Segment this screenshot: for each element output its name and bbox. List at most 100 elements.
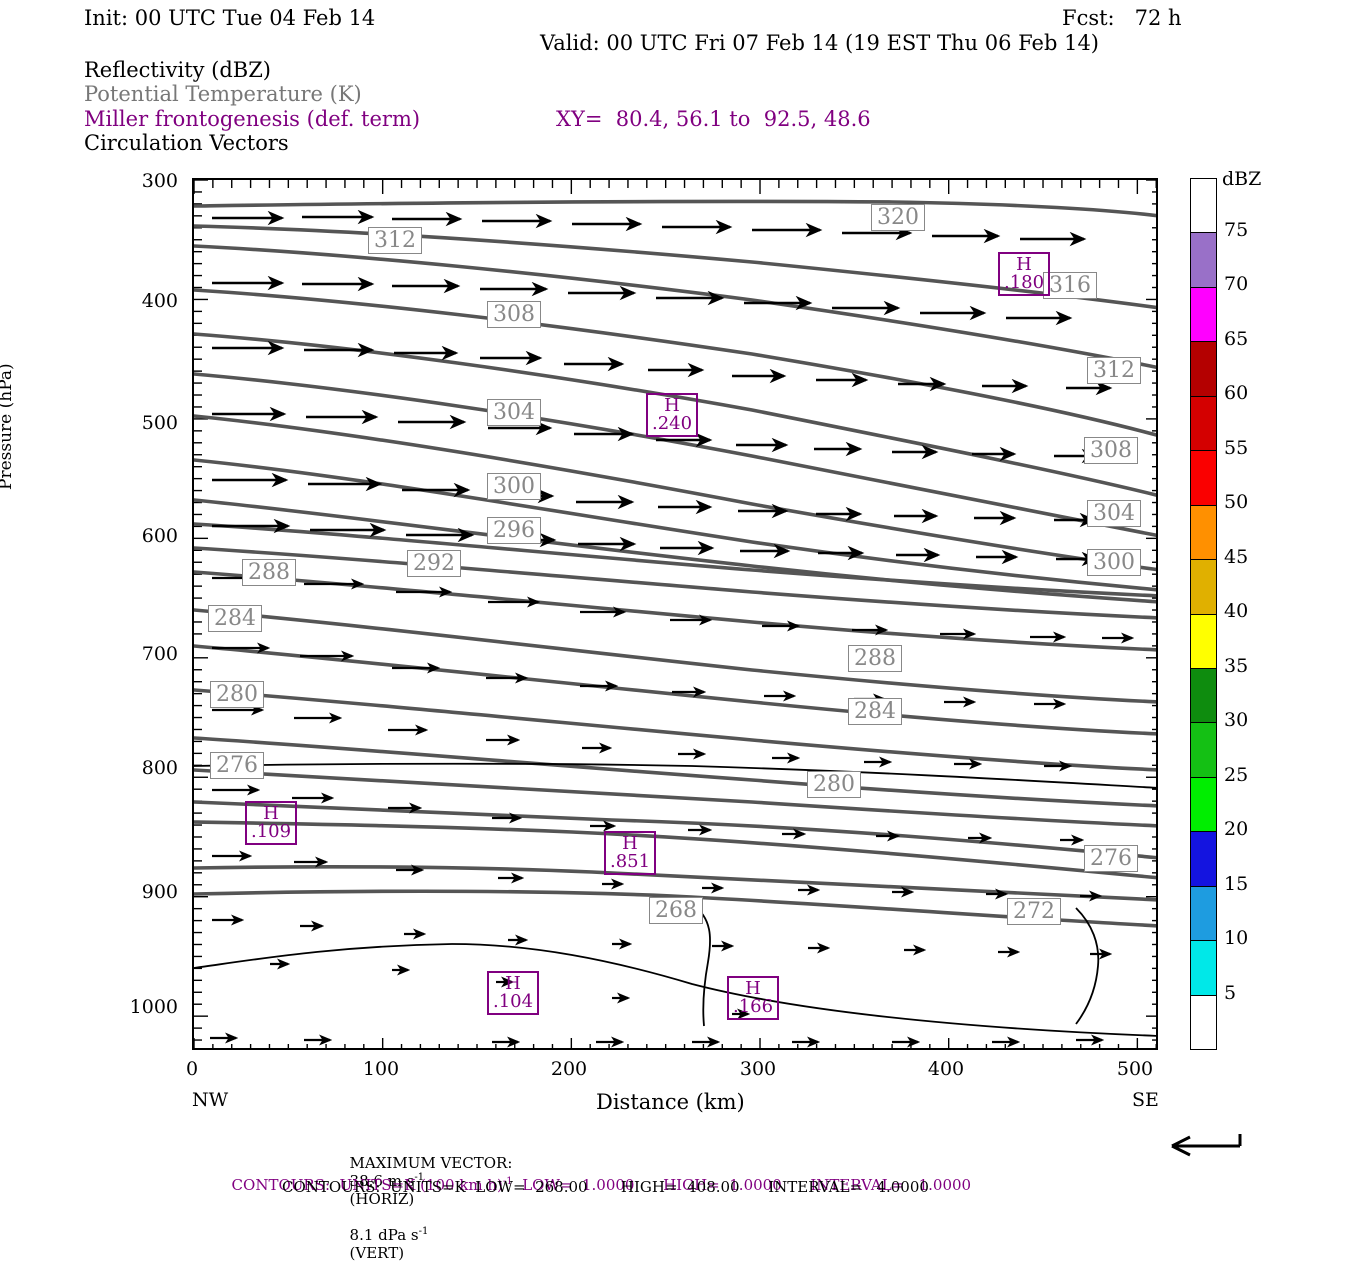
x-tick-label: 0 <box>152 1058 232 1080</box>
x-axis-title: Distance (km) <box>596 1090 745 1114</box>
cross-section-plot[interactable]: 3203123163083123043083003042962923002882… <box>192 178 1158 1050</box>
colorbar-segment <box>1191 288 1216 342</box>
frontogenesis-max-marker: H.180 <box>998 252 1050 296</box>
colorbar-tick-label: 15 <box>1224 873 1248 895</box>
y-axis-title: Pressure (hPa) <box>0 363 16 490</box>
contour-label: 284 <box>208 605 262 632</box>
x-axis-start-label: NW <box>192 1089 228 1111</box>
x-axis-end-label: SE <box>1132 1089 1159 1111</box>
colorbar-segment <box>1191 615 1216 669</box>
contour-label: 280 <box>210 681 264 708</box>
contour-label: 268 <box>649 897 703 924</box>
colorbar-segment <box>1191 669 1216 723</box>
y-tick-label: 300 <box>108 170 178 192</box>
frontogenesis-max-marker: H.240 <box>646 393 698 437</box>
theta-contour-footer: CONTOURS: UNITS=K LOW= 268.00 HIGH= 408.… <box>282 1178 929 1196</box>
contour-label: 300 <box>487 473 541 500</box>
frontogenesis-max-value: .851 <box>610 853 650 871</box>
max-vector-vert-exponent: -1 <box>419 1226 429 1237</box>
field-vectors-label: Circulation Vectors <box>84 131 289 155</box>
contour-label: 288 <box>242 559 296 586</box>
colorbar-tick-label: 35 <box>1224 655 1248 677</box>
reflectivity-colorbar[interactable] <box>1190 178 1217 1050</box>
colorbar-segment <box>1191 451 1216 505</box>
colorbar-tick-label: 55 <box>1224 437 1248 459</box>
contour-label: 312 <box>368 227 422 254</box>
frontogenesis-max-value: .109 <box>251 823 291 841</box>
field-reflectivity-label: Reflectivity (dBZ) <box>84 58 271 82</box>
contour-label: 292 <box>407 550 461 577</box>
reference-vector-icon <box>1168 1132 1248 1162</box>
colorbar-segment <box>1191 342 1216 396</box>
colorbar-tick-label: 65 <box>1224 328 1248 350</box>
y-tick-label: 400 <box>108 290 178 312</box>
contour-label: 288 <box>848 645 902 672</box>
max-vector-footer: MAXIMUM VECTOR: 38.6 m s-1 (HORIZ) 8.1 d… <box>340 1136 512 1262</box>
contour-label: 300 <box>1087 549 1141 576</box>
colorbar-segment <box>1191 778 1216 832</box>
frontogenesis-max-marker: H.166 <box>727 976 779 1020</box>
max-vector-vert-tag: (VERT) <box>350 1244 405 1262</box>
y-tick-label: 700 <box>108 643 178 665</box>
x-tick-label: 300 <box>718 1058 798 1080</box>
contour-label: 308 <box>487 301 541 328</box>
x-tick-label: 500 <box>1095 1058 1175 1080</box>
init-time-label: Init: 00 UTC Tue 04 Feb 14 <box>84 6 375 30</box>
frontogenesis-max-marker: H.109 <box>245 801 297 845</box>
y-tick-label: 600 <box>108 525 178 547</box>
field-frontogenesis-label: Miller frontogenesis (def. term) <box>84 107 420 131</box>
contour-label: 276 <box>1084 845 1138 872</box>
colorbar-segment <box>1191 887 1216 941</box>
frontogenesis-max-value: .104 <box>493 993 533 1011</box>
valid-time-label: Valid: 00 UTC Fri 07 Feb 14 (19 EST Thu … <box>540 31 1099 55</box>
right-axis-ticks <box>1146 180 1158 1050</box>
x-tick-label: 400 <box>906 1058 986 1080</box>
colorbar-segment <box>1191 506 1216 560</box>
field-theta-label: Potential Temperature (K) <box>84 82 362 106</box>
colorbar-tick-label: 10 <box>1224 927 1248 949</box>
contour-label: 320 <box>871 204 925 231</box>
colorbar-segment <box>1191 397 1216 451</box>
contour-label: 308 <box>1084 437 1138 464</box>
y-tick-label: 900 <box>108 881 178 903</box>
contour-label: 312 <box>1087 357 1141 384</box>
colorbar-segment <box>1191 560 1216 614</box>
frontogenesis-max-value: .166 <box>733 998 773 1016</box>
frontogenesis-max-marker: H.851 <box>604 831 656 875</box>
y-tick-label: 800 <box>108 757 178 779</box>
contour-label: 284 <box>848 698 902 725</box>
colorbar-tick-label: 50 <box>1224 491 1248 513</box>
y-axis-ticks <box>194 180 208 1050</box>
colorbar-segment <box>1191 723 1216 777</box>
colorbar-segment <box>1191 179 1216 233</box>
colorbar-segment <box>1191 233 1216 287</box>
colorbar-tick-label: 60 <box>1224 382 1248 404</box>
colorbar-tick-label: 25 <box>1224 764 1248 786</box>
colorbar-tick-label: 30 <box>1224 709 1248 731</box>
colorbar-segment <box>1191 996 1216 1049</box>
contour-label: 272 <box>1007 898 1061 925</box>
theta-contours <box>194 201 1158 926</box>
colorbar-tick-label: 20 <box>1224 818 1248 840</box>
cross-section-endpoints-label: XY= 80.4, 56.1 to 92.5, 48.6 <box>556 107 871 131</box>
colorbar-tick-label: 70 <box>1224 273 1248 295</box>
frontogenesis-max-value: .180 <box>1004 274 1044 292</box>
contour-label: 304 <box>1087 500 1141 527</box>
colorbar-tick-label: 75 <box>1224 219 1248 241</box>
max-vector-vert-value: 8.1 dPa s <box>350 1226 419 1244</box>
contour-label: 280 <box>807 771 861 798</box>
y-tick-label: 500 <box>108 412 178 434</box>
colorbar-segment <box>1191 941 1216 995</box>
y-tick-label: 1000 <box>96 996 178 1018</box>
colorbar-unit-label: dBZ <box>1222 168 1261 190</box>
colorbar-tick-label: 45 <box>1224 546 1248 568</box>
circulation-vectors <box>212 217 1110 559</box>
x-tick-label: 100 <box>341 1058 421 1080</box>
contour-label: 304 <box>487 399 541 426</box>
colorbar-tick-label: 40 <box>1224 600 1248 622</box>
contour-label: 276 <box>210 752 264 779</box>
forecast-hour-label: Fcst: 72 h <box>1062 6 1182 30</box>
x-tick-label: 200 <box>529 1058 609 1080</box>
colorbar-tick-label: 5 <box>1224 982 1236 1004</box>
colorbar-segment <box>1191 832 1216 886</box>
